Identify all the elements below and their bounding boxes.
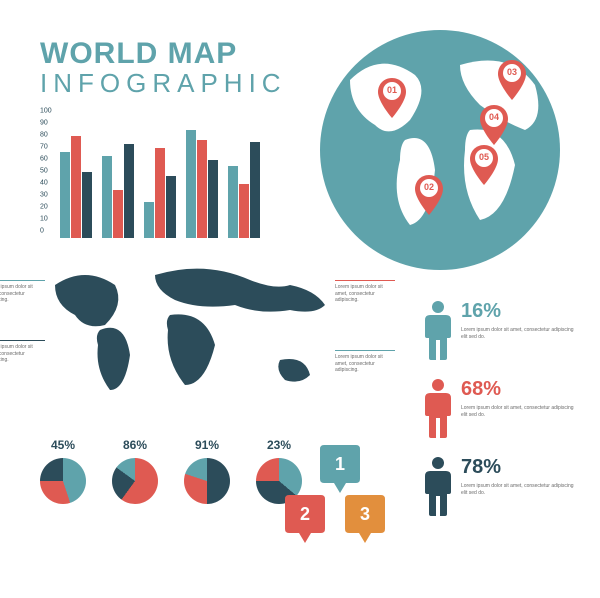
bar [71, 136, 81, 238]
marker-number: 2 [285, 504, 325, 525]
map-callout: Lorem ipsum dolor sit amet, consectetur … [335, 350, 395, 374]
pin-label: 05 [470, 152, 498, 162]
person-icon [425, 378, 451, 438]
map-callout: Lorem ipsum dolor sit amet, consectetur … [0, 340, 45, 364]
bar [166, 176, 176, 238]
y-tick: 40 [40, 180, 48, 187]
bar [60, 152, 70, 238]
person-percent: 78% [461, 456, 575, 479]
y-tick: 80 [40, 132, 48, 139]
callout-text: Lorem ipsum dolor sit amet, consectetur … [0, 344, 45, 364]
bar [228, 166, 238, 238]
bar [250, 142, 260, 238]
bar [102, 156, 112, 238]
flat-world-map: Lorem ipsum dolor sit amet, consectetur … [40, 260, 340, 400]
callout-text: Lorem ipsum dolor sit amet, consectetur … [335, 284, 395, 304]
pie-chart [112, 458, 158, 504]
y-tick: 90 [40, 120, 48, 127]
title-block: WORLD MAP INFOGRAPHIC [40, 40, 287, 95]
globe: 01 02 03 04 05 [320, 30, 560, 270]
bar [186, 130, 196, 238]
people-stats: 16% Lorem ipsum dolor sit amet, consecte… [425, 300, 575, 534]
globe-pin: 04 [480, 105, 508, 145]
y-tick: 10 [40, 216, 48, 223]
person-stat: 78% Lorem ipsum dolor sit amet, consecte… [425, 456, 575, 516]
pie-row: 45% 86% 91% 23% [40, 438, 302, 504]
number-marker: 3 [345, 495, 385, 543]
pie-percent: 86% [112, 438, 158, 452]
person-text: Lorem ipsum dolor sit amet, consectetur … [461, 405, 575, 418]
marker-number: 1 [320, 454, 360, 475]
y-tick: 50 [40, 168, 48, 175]
map-callout: Lorem ipsum dolor sit amet, consectetur … [335, 280, 395, 304]
bar [197, 140, 207, 238]
bar [144, 202, 154, 238]
map-callout: Lorem ipsum dolor sit amet, consectetur … [0, 280, 45, 304]
pie-chart [40, 458, 86, 504]
bar [239, 184, 249, 238]
title-line-1: WORLD MAP [40, 40, 287, 69]
person-stat: 16% Lorem ipsum dolor sit amet, consecte… [425, 300, 575, 360]
y-tick: 100 [40, 108, 52, 115]
y-tick: 70 [40, 144, 48, 151]
bar [124, 144, 134, 238]
pie-percent: 23% [256, 438, 302, 452]
pin-label: 01 [378, 85, 406, 95]
pin-label: 04 [480, 112, 508, 122]
number-marker: 1 [320, 445, 360, 493]
pie-item: 91% [184, 438, 230, 504]
person-text: Lorem ipsum dolor sit amet, consectetur … [461, 483, 575, 496]
pin-label: 03 [498, 67, 526, 77]
pie-percent: 45% [40, 438, 86, 452]
pie-chart [184, 458, 230, 504]
person-icon [425, 456, 451, 516]
y-tick: 20 [40, 204, 48, 211]
bar [208, 160, 218, 238]
callout-text: Lorem ipsum dolor sit amet, consectetur … [335, 354, 395, 374]
person-percent: 16% [461, 300, 575, 323]
globe-pin: 02 [415, 175, 443, 215]
pie-item: 86% [112, 438, 158, 504]
marker-number: 3 [345, 504, 385, 525]
pie-percent: 91% [184, 438, 230, 452]
person-text: Lorem ipsum dolor sit amet, consectetur … [461, 327, 575, 340]
number-marker: 2 [285, 495, 325, 543]
person-icon [425, 300, 451, 360]
callout-text: Lorem ipsum dolor sit amet, consectetur … [0, 284, 45, 304]
globe-pin: 01 [378, 78, 406, 118]
person-stat: 68% Lorem ipsum dolor sit amet, consecte… [425, 378, 575, 438]
bar [155, 148, 165, 238]
globe-pin: 05 [470, 145, 498, 185]
pin-label: 02 [415, 182, 443, 192]
globe-pin: 03 [498, 60, 526, 100]
person-percent: 68% [461, 378, 575, 401]
title-line-2: INFOGRAPHIC [40, 71, 287, 96]
bar [82, 172, 92, 238]
y-tick: 0 [40, 228, 44, 235]
y-tick: 30 [40, 192, 48, 199]
pie-item: 45% [40, 438, 86, 504]
y-tick: 60 [40, 156, 48, 163]
bar [113, 190, 123, 238]
bar-chart: 0102030405060708090100 [40, 118, 270, 238]
